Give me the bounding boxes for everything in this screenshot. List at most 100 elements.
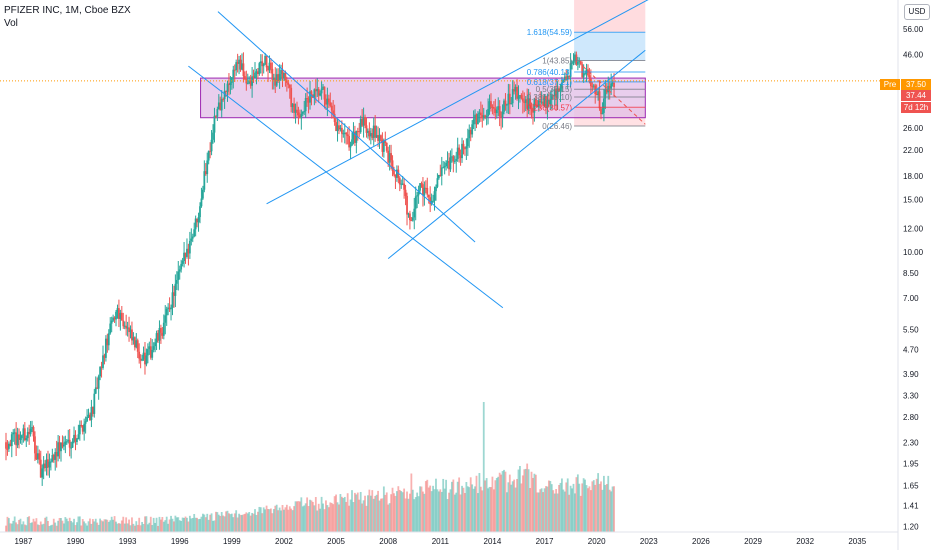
candle-body	[317, 88, 320, 96]
volume-bar	[275, 504, 278, 532]
fib-retracement[interactable]: 1.618(54.59) 1(43.85) 0.786(40.13)0.618(37…	[527, 28, 646, 131]
candle-body	[353, 131, 356, 143]
candle-body	[76, 439, 78, 442]
candle-body	[219, 102, 222, 111]
volume-bars	[5, 402, 615, 532]
candle-body	[471, 124, 474, 135]
candle-body	[610, 83, 613, 89]
fib-level-label: 1(43.85)	[542, 57, 572, 66]
volume-bar	[5, 525, 7, 532]
volume-bar	[223, 516, 226, 532]
volume-bar	[25, 525, 28, 532]
volume-bar	[432, 485, 434, 532]
volume-bar	[346, 493, 349, 532]
candle-body	[60, 442, 62, 452]
candle-body	[417, 190, 420, 196]
volume-bar	[242, 514, 245, 532]
candle-body	[320, 88, 323, 94]
volume-bar	[582, 478, 585, 532]
volume-bar	[519, 465, 521, 532]
volume-bar	[306, 497, 309, 532]
volume-bar	[175, 517, 178, 532]
volume-bar	[264, 509, 267, 532]
candle-body	[526, 99, 529, 109]
candle-body	[581, 64, 584, 78]
volume-bar	[569, 485, 572, 532]
candle-body	[118, 308, 120, 319]
candle-body	[232, 69, 235, 78]
resistance-zone[interactable]	[200, 77, 646, 119]
candle-body	[259, 61, 262, 64]
candle-body	[479, 112, 482, 116]
volume-bar	[336, 502, 339, 532]
candle-body	[18, 434, 20, 440]
price-axis-label: 10.00	[903, 248, 924, 257]
time-axis-label: 1993	[119, 537, 137, 546]
volume-bar	[193, 513, 196, 532]
price-axis[interactable]: 56.0046.0037.0030.0026.0022.0018.0015.00…	[903, 25, 924, 532]
volume-bar	[459, 494, 462, 532]
candle-body	[407, 213, 410, 215]
price-axis-label: 26.00	[903, 124, 924, 133]
candle-body	[109, 323, 112, 334]
candle-body	[442, 167, 445, 169]
candle-body	[323, 86, 326, 100]
volume-bar	[472, 488, 475, 532]
volume-bar	[239, 514, 242, 532]
volume-bar	[374, 495, 377, 532]
volume-bar	[367, 495, 369, 532]
volume-bar	[411, 489, 414, 532]
volume-bar	[497, 476, 500, 532]
candle-body	[613, 82, 615, 88]
candle-body	[545, 96, 547, 109]
volume-bar	[316, 510, 319, 532]
volume-bar	[611, 486, 614, 532]
candle-body	[83, 423, 86, 432]
candle-body	[277, 74, 280, 82]
volume-bar	[563, 491, 566, 532]
candle-body	[241, 63, 243, 70]
candle-body	[64, 441, 67, 445]
candle-body	[239, 59, 242, 70]
candle-body	[611, 82, 614, 84]
price-axis-label: 1.20	[903, 522, 919, 531]
volume-bar	[358, 499, 361, 532]
volume-bar	[73, 518, 75, 532]
candle-body	[361, 118, 364, 126]
candle-body	[524, 99, 527, 103]
volume-bar	[595, 478, 598, 532]
currency-button[interactable]: USD	[904, 4, 930, 20]
volume-bar	[429, 485, 432, 532]
candle-body	[217, 102, 220, 110]
volume-bar	[414, 497, 417, 532]
candle-body	[475, 114, 478, 125]
volume-bar	[154, 522, 157, 532]
candle-body	[423, 187, 426, 196]
candle-body	[209, 150, 212, 152]
candle-body	[572, 61, 575, 63]
price-axis-label: 2.30	[903, 438, 919, 447]
volume-bar	[123, 523, 126, 532]
time-axis[interactable]: 1987 1990 1993 1996 1999 2002 2005 2008 2011 2014…	[14, 537, 866, 546]
candle-body	[262, 64, 265, 67]
candle-body	[196, 218, 198, 223]
volume-bar	[16, 524, 19, 532]
candle-body	[582, 73, 585, 78]
volume-bar	[495, 477, 498, 532]
volume-bar	[54, 522, 57, 532]
candle-body	[559, 88, 562, 91]
price-axis-label: 1.95	[903, 460, 919, 469]
candle-body	[377, 135, 379, 141]
candle-body	[568, 75, 571, 77]
candle-body	[507, 93, 510, 105]
volume-bar	[63, 523, 65, 532]
candle-body	[542, 101, 545, 106]
volume-bar	[28, 516, 31, 532]
trendlines[interactable]	[188, 0, 661, 309]
volume-bar	[38, 525, 41, 532]
volume-bar	[248, 512, 251, 532]
candle-body	[529, 98, 531, 108]
candle-body	[120, 312, 123, 321]
candle-body	[532, 108, 534, 113]
